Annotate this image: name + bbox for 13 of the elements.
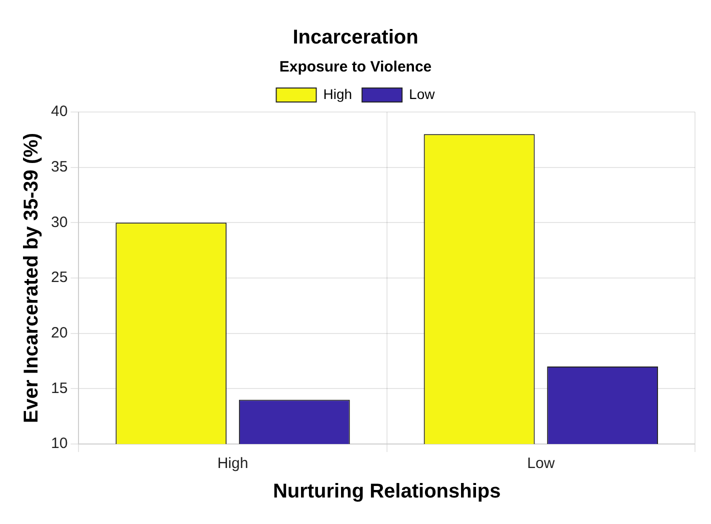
y-tick-label: 40	[50, 103, 68, 120]
legend-label: High	[323, 86, 352, 102]
y-axis-title: Ever Incarcerated by 35-39 (%)	[20, 132, 43, 424]
y-tick-label: 15	[50, 380, 68, 397]
y-tick-label: 10	[50, 435, 68, 452]
legend-title: Exposure to Violence	[279, 58, 432, 76]
y-tick-label: 20	[50, 324, 68, 342]
y-tick-label: 30	[50, 214, 68, 231]
y-tick-label: 25	[50, 269, 68, 286]
y-tick-label: 35	[50, 158, 68, 176]
chart-title: Incarceration	[292, 26, 418, 49]
x-axis-title: Nurturing Relationships	[272, 480, 501, 503]
legend-label: Low	[409, 86, 436, 102]
